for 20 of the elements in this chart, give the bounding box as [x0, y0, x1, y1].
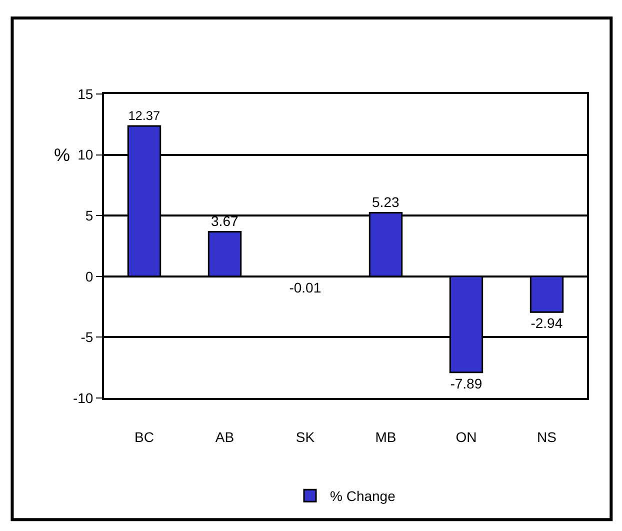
x-tick-label: AB	[215, 428, 234, 445]
data-label: 12.37	[128, 108, 160, 124]
x-tick-label: ON	[456, 428, 477, 445]
x-tick-label: SK	[296, 428, 316, 445]
y-tick-label: -5	[80, 329, 94, 346]
x-tick-label: MB	[375, 428, 396, 445]
data-label: -0.01	[289, 280, 322, 296]
x-tick-label: NS	[537, 428, 556, 445]
y-axis-title: %	[54, 145, 70, 165]
y-tick-label: 0	[85, 268, 94, 284]
y-tick-label: 5	[85, 208, 94, 224]
x-tick-label: BC	[134, 428, 154, 445]
data-label: -7.89	[450, 375, 482, 392]
data-label: 3.67	[211, 212, 238, 229]
data-label: -2.94	[530, 315, 563, 332]
y-tick-label: 15	[78, 86, 94, 102]
data-label: 5.23	[372, 194, 400, 210]
y-tick-label: 10	[78, 146, 94, 163]
legend-label: % Change	[330, 488, 396, 504]
y-tick-label: -10	[72, 390, 94, 406]
